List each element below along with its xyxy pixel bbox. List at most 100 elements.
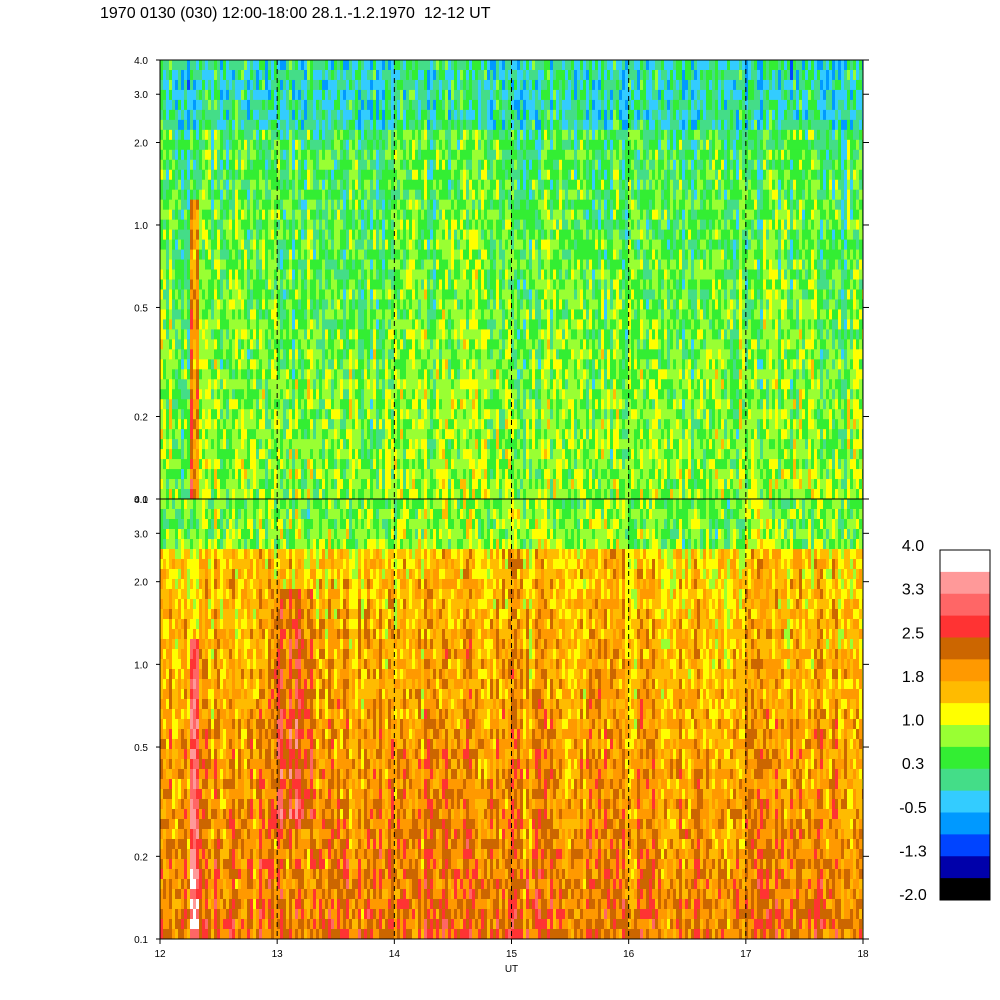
heatmap-cell	[250, 89, 253, 101]
heatmap-cell	[220, 469, 223, 480]
heatmap-cell	[475, 449, 478, 460]
heatmap-cell	[310, 189, 313, 201]
heatmap-cell	[487, 369, 490, 380]
heatmap-cell	[196, 99, 199, 111]
heatmap-cell	[274, 119, 277, 131]
heatmap-cell	[460, 259, 463, 271]
heatmap-cell	[271, 229, 274, 241]
heatmap-cell	[424, 369, 427, 380]
heatmap-cell	[367, 239, 370, 251]
heatmap-cell	[379, 449, 382, 460]
heatmap-cell	[400, 69, 403, 81]
heatmap-cell	[319, 289, 322, 301]
heatmap-cell	[199, 379, 202, 390]
heatmap-cell	[187, 339, 190, 350]
heatmap-cell	[253, 269, 256, 281]
heatmap-cell	[289, 459, 292, 470]
heatmap-cell	[424, 459, 427, 470]
heatmap-cell	[478, 469, 481, 480]
heatmap-cell	[226, 209, 229, 221]
heatmap-cell	[379, 439, 382, 450]
heatmap-cell	[193, 119, 196, 131]
heatmap-cell	[415, 419, 418, 430]
heatmap-cell	[484, 179, 487, 191]
heatmap-cell	[451, 429, 454, 440]
heatmap-cell	[178, 189, 181, 201]
heatmap-cell	[250, 219, 253, 231]
heatmap-cell	[373, 329, 376, 340]
heatmap-cell	[241, 249, 244, 261]
heatmap-cell	[301, 449, 304, 460]
heatmap-cell	[499, 159, 502, 171]
heatmap-cell	[169, 149, 172, 161]
heatmap-cell	[217, 309, 220, 321]
heatmap-cell	[304, 79, 307, 91]
heatmap-cell	[253, 389, 256, 400]
heatmap-cell	[196, 389, 199, 400]
heatmap-cell	[373, 399, 376, 410]
heatmap-cell	[442, 219, 445, 231]
heatmap-cell	[394, 169, 397, 181]
heatmap-cell	[163, 269, 166, 281]
heatmap-cell	[472, 249, 475, 261]
heatmap-cell	[232, 219, 235, 231]
heatmap-cell	[166, 409, 169, 420]
heatmap-cell	[172, 229, 175, 241]
heatmap-cell	[253, 309, 256, 321]
heatmap-cell	[334, 229, 337, 241]
heatmap-cell	[217, 349, 220, 360]
heatmap-cell	[337, 149, 340, 161]
heatmap-cell	[400, 279, 403, 291]
heatmap-cell	[337, 489, 340, 499]
heatmap-cell	[364, 469, 367, 480]
heatmap-cell	[382, 239, 385, 251]
heatmap-cell	[448, 79, 451, 91]
heatmap-cell	[346, 199, 349, 211]
heatmap-cell	[313, 449, 316, 460]
heatmap-cell	[496, 219, 499, 231]
heatmap-cell	[364, 119, 367, 131]
heatmap-cell	[178, 369, 181, 380]
heatmap-cell	[280, 369, 283, 380]
heatmap-cell	[262, 489, 265, 499]
heatmap-cell	[289, 369, 292, 380]
heatmap-cell	[280, 459, 283, 470]
heatmap-cell	[382, 89, 385, 101]
heatmap-cell	[445, 459, 448, 470]
heatmap-cell	[436, 399, 439, 410]
heatmap-cell	[451, 389, 454, 400]
heatmap-cell	[415, 229, 418, 241]
heatmap-cell	[493, 149, 496, 161]
heatmap-cell	[262, 219, 265, 231]
heatmap-cell	[244, 69, 247, 81]
heatmap-cell	[235, 139, 238, 151]
heatmap-cell	[172, 409, 175, 420]
heatmap-cell	[271, 449, 274, 460]
heatmap-cell	[361, 89, 364, 101]
heatmap-cell	[253, 299, 256, 311]
heatmap-cell	[250, 409, 253, 420]
heatmap-cell	[205, 109, 208, 121]
heatmap-cell	[190, 69, 193, 81]
heatmap-cell	[430, 369, 433, 380]
heatmap-cell	[379, 479, 382, 490]
heatmap-cell	[418, 459, 421, 470]
heatmap-cell	[169, 69, 172, 81]
heatmap-cell	[175, 159, 178, 171]
heatmap-cell	[163, 109, 166, 121]
heatmap-cell	[235, 239, 238, 251]
heatmap-cell	[403, 469, 406, 480]
heatmap-cell	[268, 459, 271, 470]
heatmap-cell	[178, 429, 181, 440]
heatmap-cell	[175, 449, 178, 460]
heatmap-cell	[466, 209, 469, 221]
heatmap-cell	[286, 99, 289, 111]
heatmap-cell	[211, 269, 214, 281]
heatmap-cell	[307, 69, 310, 81]
heatmap-cell	[271, 349, 274, 360]
heatmap-cell	[190, 229, 193, 241]
heatmap-cell	[340, 189, 343, 201]
heatmap-cell	[178, 119, 181, 131]
heatmap-cell	[397, 379, 400, 390]
heatmap-cell	[376, 299, 379, 311]
